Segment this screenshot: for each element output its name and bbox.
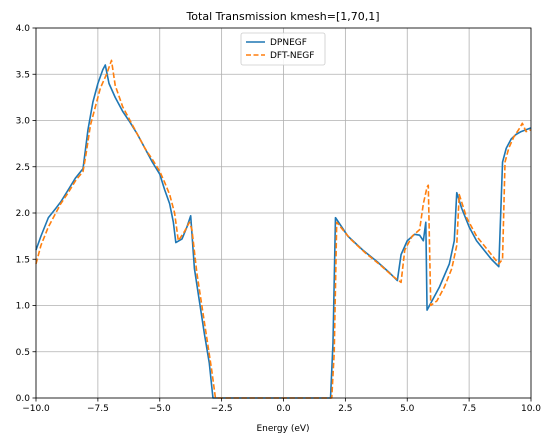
legend-label: DPNEGF bbox=[270, 38, 307, 48]
legend-box bbox=[240, 32, 326, 66]
y-tick-label: 0.0 bbox=[16, 394, 31, 404]
chart-title: Total Transmission kmesh=[1,70,1] bbox=[185, 10, 379, 23]
y-tick-label: 0.5 bbox=[16, 348, 30, 358]
x-tick-label: −5.0 bbox=[149, 404, 171, 414]
x-tick-label: 10.0 bbox=[521, 404, 541, 414]
x-tick-label: 0.0 bbox=[276, 404, 291, 414]
y-tick-label: 3.5 bbox=[16, 70, 30, 80]
y-axis-ticks: 0.0 0.5 1.0 1.5 2.0 2.5 3.0 3.5 4.0 bbox=[16, 24, 36, 404]
x-axis-ticks: −10.0 −7.5 −5.0 −2.5 0.0 2.5 5.0 7.5 10.0 bbox=[22, 398, 541, 414]
legend: DPNEGF DFT-NEGF bbox=[240, 32, 326, 66]
x-tick-label: 7.5 bbox=[462, 404, 476, 414]
y-tick-label: 2.0 bbox=[16, 209, 31, 219]
y-tick-label: 1.0 bbox=[16, 302, 31, 312]
y-tick-label: 3.0 bbox=[16, 117, 31, 127]
legend-label: DFT-NEGF bbox=[270, 51, 314, 61]
x-tick-label: 5.0 bbox=[400, 404, 415, 414]
y-tick-label: 4.0 bbox=[16, 24, 31, 34]
y-tick-label: 2.5 bbox=[16, 163, 30, 173]
x-tick-label: −2.5 bbox=[211, 404, 233, 414]
x-tick-label: 2.5 bbox=[338, 404, 352, 414]
y-tick-label: 1.5 bbox=[16, 255, 30, 265]
x-tick-label: −10.0 bbox=[22, 404, 50, 414]
grid-lines bbox=[35, 27, 532, 399]
x-axis-label: Energy (eV) bbox=[256, 424, 309, 434]
x-tick-label: −7.5 bbox=[87, 404, 109, 414]
